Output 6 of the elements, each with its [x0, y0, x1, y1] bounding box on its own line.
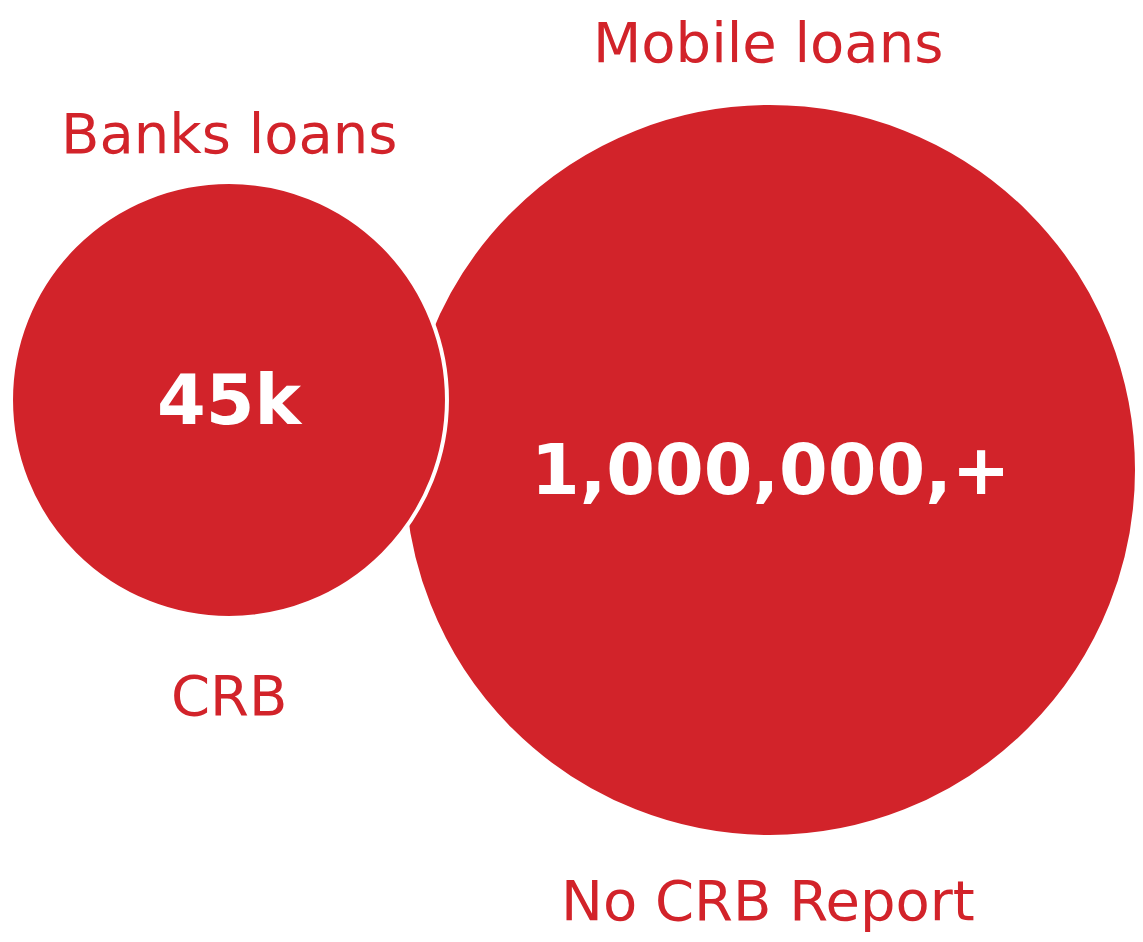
category-label: Banks loans	[61, 101, 398, 166]
text: CRB	[171, 663, 288, 728]
data-label: 1,000,000,+	[531, 429, 1011, 511]
data-label: 45k	[157, 359, 303, 441]
category-label: Mobile loans	[593, 10, 944, 75]
text: No CRB Report	[561, 868, 975, 933]
